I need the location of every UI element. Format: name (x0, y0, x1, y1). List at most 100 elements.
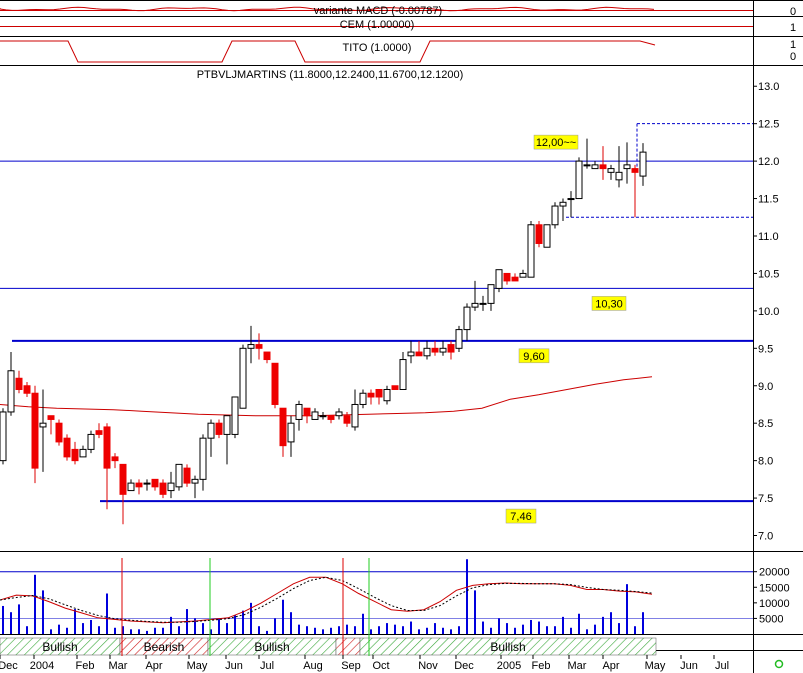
candle (567, 191, 575, 218)
price-tick-label: 10.5 (758, 268, 779, 280)
candle (7, 352, 15, 416)
chart-title: PTBVLJMARTINS (11.8000,12.2400,11.6700,1… (197, 69, 464, 81)
candle (503, 272, 511, 285)
status-indicator-icon (774, 659, 784, 669)
candle (463, 303, 471, 341)
macd-axis-tick: 0 (790, 6, 796, 18)
candle (543, 224, 551, 248)
cem-axis-tick: 1 (790, 22, 796, 34)
price-tick-label: 9.5 (758, 343, 773, 355)
candle (231, 396, 239, 439)
candle-body (423, 347, 431, 357)
level-label-box-0 (533, 134, 579, 150)
trend-band-label-2: Bullish (254, 640, 289, 654)
candle-body (359, 392, 367, 405)
candle-body (199, 437, 207, 480)
candle (391, 385, 399, 390)
candle-body (407, 351, 415, 357)
candle (623, 142, 631, 184)
x-axis-label: May (187, 660, 208, 672)
candle (575, 157, 583, 200)
price-tick-label: 11.5 (758, 194, 779, 206)
candle-body (247, 344, 255, 349)
trend-bands: Bullish Bearish Bullish Bullish (0, 558, 657, 656)
candle (79, 445, 87, 458)
indicator-panels (0, 6, 753, 63)
candle-body (623, 164, 631, 170)
candle (559, 198, 567, 222)
candle-body (0, 411, 7, 462)
x-axis-label: Jul (715, 660, 729, 672)
candle (111, 453, 119, 469)
candle (487, 284, 495, 311)
candle (271, 362, 279, 409)
candle-body (71, 448, 79, 462)
candle (95, 423, 103, 439)
candle-body (143, 482, 151, 485)
candle (127, 479, 135, 492)
candle (223, 415, 231, 465)
x-axis-label: Feb (532, 660, 551, 672)
candle-body (527, 224, 535, 278)
candle (399, 352, 407, 390)
x-axis-label: Mar (568, 660, 587, 672)
candle (551, 202, 559, 229)
x-axis-label: Dec (454, 660, 474, 672)
candle-body (559, 201, 567, 207)
x-axis-label: Jun (225, 660, 243, 672)
price-tick-label: 9.0 (758, 381, 773, 393)
candle-body (215, 422, 223, 435)
moving-average (0, 376, 653, 417)
x-axis-label: Apr (145, 660, 162, 672)
tito-axis-tick-1: 1 (790, 39, 796, 51)
candle-body (279, 407, 287, 447)
candle-body (335, 411, 343, 417)
candle (159, 479, 167, 499)
candle-body (503, 272, 511, 282)
candle (103, 423, 111, 510)
candle-body (39, 422, 47, 428)
candle (583, 138, 591, 169)
x-axis-label: Apr (602, 660, 619, 672)
candle-body (159, 482, 167, 495)
candle (191, 475, 199, 499)
x-axis-label: Aug (303, 660, 323, 672)
candle-body (31, 392, 39, 469)
x-axis-label: Mar (109, 660, 128, 672)
x-axis-label: Jun (680, 660, 698, 672)
candle (319, 411, 327, 420)
level-label-box-3 (505, 508, 537, 524)
x-axis-label: Jul (260, 660, 274, 672)
trend-band-4 (359, 637, 657, 656)
candle-body (511, 276, 519, 282)
candle (335, 408, 343, 420)
candle-body (15, 377, 23, 390)
candle-body (271, 362, 279, 405)
candle (535, 221, 543, 248)
candle (71, 441, 79, 465)
tito-axis-tick-0: 0 (790, 51, 796, 63)
candle-body (567, 198, 575, 201)
candle-body (415, 351, 423, 357)
candle (255, 333, 263, 360)
axes: 13.0 12.5 12.0 11.5 11.0 10.5 10.0 9.5 9.0 8.5 8.0… (0, 81, 790, 672)
candle-body (287, 422, 295, 443)
candle-body (591, 164, 599, 170)
level-label-2: 9,60 (523, 351, 544, 363)
candle (183, 464, 191, 487)
price-tick-label: 7.0 (758, 531, 773, 543)
volume-panel (0, 559, 753, 634)
candle-body (231, 396, 239, 435)
candle-body (95, 430, 103, 435)
candle-body (47, 415, 55, 420)
stochastic-d-line (0, 576, 653, 623)
candle-body (583, 164, 591, 167)
candle (447, 340, 455, 360)
price-tick-label: 12.0 (758, 156, 779, 168)
candle-body (479, 302, 487, 305)
candle-body (239, 347, 247, 409)
level-label-3: 7,46 (510, 511, 531, 523)
macd-panel-label: variante MACD (-0.00787) (314, 5, 442, 17)
candle (527, 221, 535, 278)
